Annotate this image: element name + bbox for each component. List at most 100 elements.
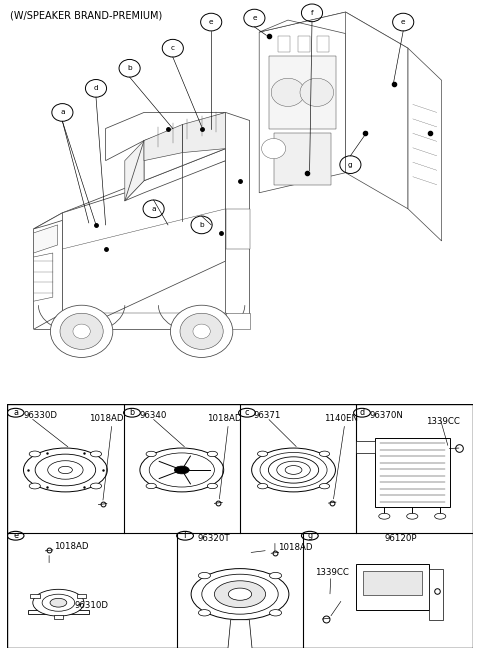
Circle shape — [90, 483, 102, 489]
Polygon shape — [182, 112, 226, 153]
Text: d: d — [94, 86, 98, 91]
Circle shape — [146, 451, 156, 456]
Text: c: c — [245, 408, 249, 417]
Circle shape — [257, 451, 268, 456]
Circle shape — [207, 483, 217, 488]
Bar — [317, 36, 329, 52]
Bar — [375, 438, 450, 507]
Text: 1339CC: 1339CC — [315, 567, 349, 577]
Polygon shape — [226, 313, 250, 329]
Text: f: f — [184, 532, 187, 540]
Bar — [356, 441, 375, 453]
Polygon shape — [34, 181, 144, 229]
Circle shape — [193, 324, 210, 338]
Text: e: e — [13, 532, 18, 540]
Circle shape — [191, 569, 289, 620]
Polygon shape — [106, 112, 226, 161]
Polygon shape — [259, 12, 408, 48]
Text: (W/SPEAKER BRAND-PREMIUM): (W/SPEAKER BRAND-PREMIUM) — [10, 10, 162, 20]
Circle shape — [146, 483, 156, 488]
Circle shape — [174, 466, 189, 474]
Bar — [30, 594, 40, 597]
Circle shape — [257, 483, 268, 489]
Circle shape — [269, 610, 282, 616]
Circle shape — [170, 305, 233, 357]
Circle shape — [228, 588, 252, 600]
Circle shape — [215, 581, 265, 607]
Polygon shape — [429, 569, 443, 620]
Circle shape — [198, 573, 211, 579]
Text: 96120P: 96120P — [384, 534, 417, 543]
Circle shape — [319, 483, 330, 489]
Text: b: b — [127, 65, 132, 71]
Text: 96310D: 96310D — [75, 601, 108, 610]
Text: g: g — [307, 532, 312, 540]
Circle shape — [434, 513, 446, 519]
Polygon shape — [34, 213, 62, 329]
Circle shape — [262, 138, 286, 159]
Circle shape — [73, 324, 90, 338]
Bar — [77, 594, 86, 597]
Bar — [226, 209, 250, 249]
Circle shape — [149, 453, 215, 487]
Circle shape — [29, 483, 40, 489]
Circle shape — [33, 589, 84, 616]
Polygon shape — [144, 112, 226, 181]
Circle shape — [50, 305, 113, 357]
Circle shape — [29, 451, 40, 457]
Text: b: b — [199, 222, 204, 228]
Circle shape — [268, 457, 319, 483]
Circle shape — [260, 453, 327, 488]
Circle shape — [140, 448, 224, 492]
Text: 96330D: 96330D — [24, 411, 58, 420]
Text: a: a — [13, 408, 18, 417]
Text: 1018AD: 1018AD — [207, 414, 242, 423]
Circle shape — [90, 451, 102, 457]
Polygon shape — [62, 161, 226, 321]
Bar — [269, 56, 336, 129]
Polygon shape — [144, 125, 182, 161]
Polygon shape — [125, 149, 226, 201]
Circle shape — [48, 461, 83, 479]
Text: a: a — [151, 206, 156, 212]
Bar — [363, 571, 421, 596]
Polygon shape — [259, 12, 346, 193]
Bar — [356, 564, 429, 610]
Text: 1018AD: 1018AD — [278, 543, 312, 552]
Circle shape — [35, 454, 96, 486]
Text: b: b — [130, 408, 134, 417]
Circle shape — [285, 466, 302, 474]
Text: d: d — [360, 408, 364, 417]
Polygon shape — [408, 48, 442, 241]
Bar — [54, 615, 63, 619]
Bar — [278, 36, 290, 52]
Circle shape — [59, 466, 72, 473]
Circle shape — [269, 573, 282, 579]
Polygon shape — [125, 140, 144, 201]
Circle shape — [24, 448, 108, 492]
Polygon shape — [227, 620, 253, 653]
Text: e: e — [401, 19, 406, 25]
Bar — [298, 36, 310, 52]
Bar — [274, 133, 331, 185]
Text: c: c — [171, 45, 175, 51]
Circle shape — [300, 78, 334, 106]
Text: 1018AD: 1018AD — [54, 542, 88, 551]
Text: 96371: 96371 — [254, 411, 281, 420]
Polygon shape — [346, 12, 408, 209]
Polygon shape — [34, 253, 53, 301]
Circle shape — [60, 313, 103, 349]
Text: 1140EN: 1140EN — [324, 414, 358, 423]
Text: 1018AD: 1018AD — [89, 414, 123, 423]
Text: 96320T: 96320T — [197, 534, 230, 543]
Circle shape — [202, 574, 278, 614]
Circle shape — [271, 78, 305, 106]
Text: a: a — [60, 110, 65, 116]
Polygon shape — [28, 610, 89, 614]
Circle shape — [198, 610, 211, 616]
Circle shape — [50, 598, 67, 607]
Polygon shape — [226, 112, 250, 321]
Text: 96370N: 96370N — [370, 411, 403, 420]
Circle shape — [207, 451, 217, 456]
Circle shape — [379, 513, 390, 519]
